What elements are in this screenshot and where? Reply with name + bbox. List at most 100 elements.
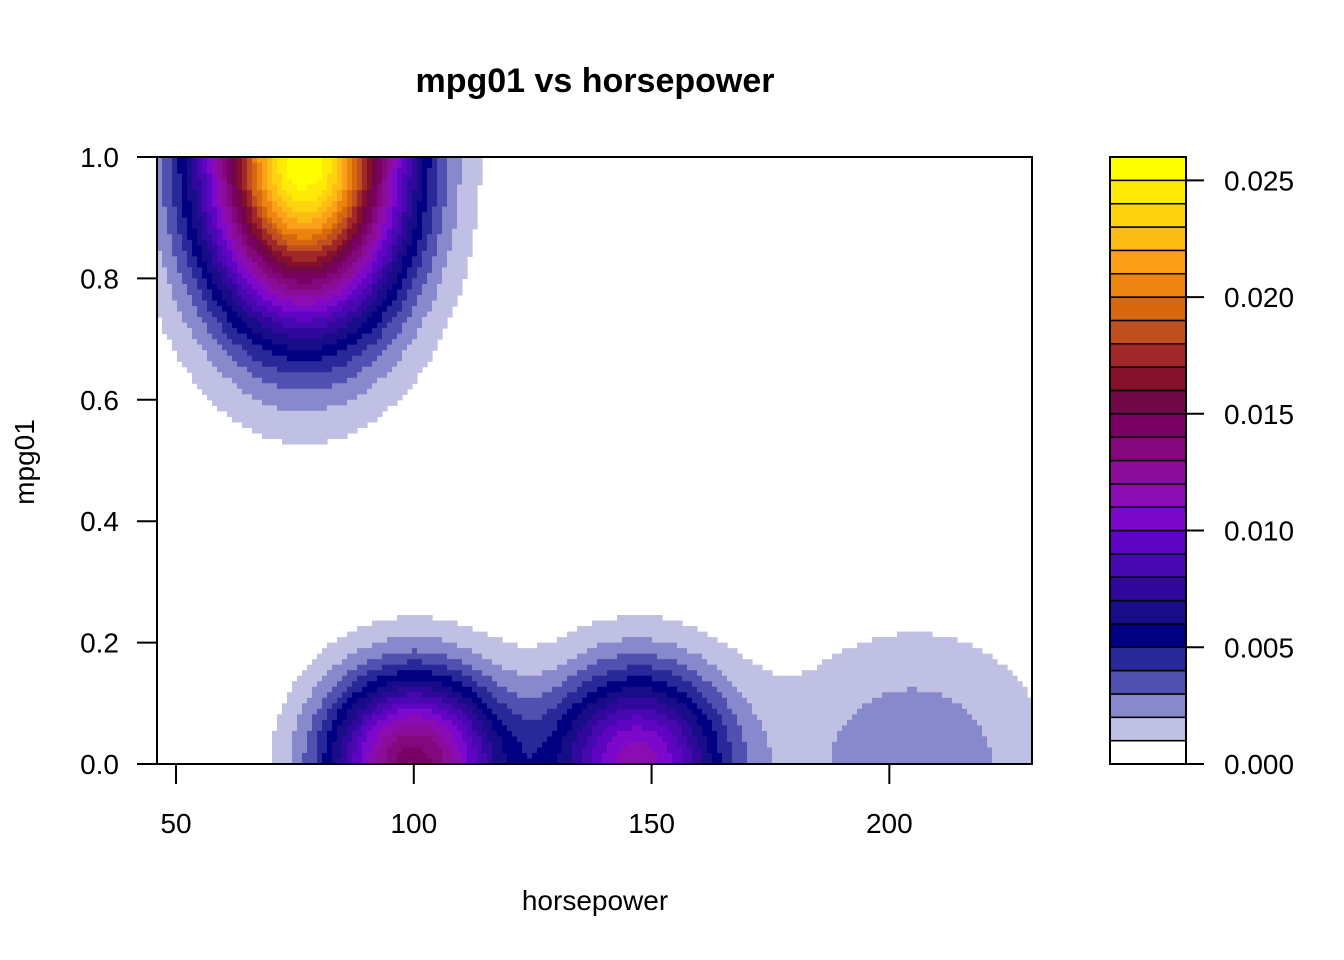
contour-cell: [242, 217, 248, 224]
contour-cell: [212, 256, 218, 263]
contour-cell: [662, 736, 678, 743]
contour-cell: [642, 714, 668, 721]
contour-cell: [187, 223, 193, 230]
contour-cell: [432, 267, 443, 274]
contour-cell: [227, 157, 233, 164]
contour-cell: [397, 278, 403, 285]
colorbar-tick-label: 0.015: [1224, 399, 1294, 430]
contour-cell: [842, 648, 983, 655]
contour-cell: [347, 631, 488, 638]
contour-cell: [657, 719, 678, 726]
contour-cell: [392, 206, 403, 213]
contour-cell: [362, 184, 368, 191]
contour-cell: [247, 322, 263, 329]
contour-cell: [652, 664, 688, 671]
contour-cell: [222, 289, 233, 296]
contour-cell: [422, 184, 428, 191]
contour-cell: [292, 681, 318, 688]
colorbar-swatch: [1109, 599, 1187, 625]
contour-cell: [242, 162, 248, 169]
contour-cell: [282, 272, 328, 279]
contour-cell: [272, 245, 288, 252]
contour-cell: [422, 747, 443, 754]
contour-cell: [422, 692, 448, 699]
contour-cell: [487, 730, 498, 738]
contour-cell: [452, 719, 463, 726]
contour-cell: [217, 250, 223, 257]
contour-cell: [347, 653, 383, 660]
contour-cell: [247, 173, 253, 180]
contour-cell: [447, 664, 473, 671]
contour-cell: [617, 719, 658, 726]
colorbar-swatch: [1109, 366, 1187, 392]
contour-cell: [157, 184, 163, 191]
contour-cell: [497, 730, 513, 738]
contour-cell: [442, 714, 458, 721]
contour-cell: [177, 162, 188, 169]
contour-cell: [337, 758, 348, 765]
contour-cell: [202, 344, 223, 351]
contour-cell: [287, 157, 323, 164]
colorbar-swatch: [1109, 483, 1187, 508]
contour-cell: [362, 366, 393, 373]
contour-cell: [582, 725, 593, 732]
contour-cell: [322, 283, 338, 291]
contour-cell: [357, 168, 363, 175]
contour-cell: [247, 195, 253, 202]
contour-cell: [687, 741, 698, 749]
contour-cell: [322, 223, 333, 230]
contour-cell: [392, 250, 398, 257]
contour-cell: [342, 217, 348, 224]
contour-cell: [222, 228, 228, 235]
contour-cell: [567, 730, 578, 738]
colorbar-swatch: [1109, 389, 1187, 415]
contour-cell: [252, 394, 358, 401]
contour-cell: [257, 289, 268, 296]
contour-cell: [377, 184, 383, 191]
contour-cell: [357, 245, 363, 252]
contour-cell: [202, 256, 213, 263]
contour-cell: [202, 179, 208, 186]
contour-cell: [267, 212, 278, 219]
contour-cell: [337, 267, 348, 274]
contour-cell: [157, 212, 168, 219]
contour-cell: [352, 245, 358, 252]
contour-cell: [477, 758, 488, 765]
contour-cell: [702, 730, 718, 738]
contour-cell: [432, 217, 443, 224]
contour-cell: [232, 234, 243, 241]
contour-cell: [382, 741, 393, 749]
contour-cell: [337, 195, 343, 202]
contour-cell: [262, 333, 288, 340]
contour-cell: [562, 714, 578, 721]
contour-cell: [507, 758, 558, 765]
contour-cell: [172, 294, 193, 302]
contour-cell: [167, 272, 183, 279]
contour-cell: [342, 305, 358, 313]
contour-cell: [387, 212, 393, 219]
contour-cell: [232, 267, 238, 274]
contour-cell: [697, 670, 723, 677]
contour-cell: [277, 201, 288, 208]
contour-cell: [332, 212, 338, 219]
contour-cell: [232, 201, 238, 208]
contour-cell: [617, 758, 658, 765]
contour-cell: [347, 311, 363, 318]
contour-cell: [162, 157, 173, 164]
contour-cell: [727, 725, 743, 732]
contour-cell: [347, 322, 363, 329]
contour-cell: [447, 653, 483, 660]
contour-cell: [677, 719, 688, 726]
contour-cell: [182, 190, 188, 197]
contour-cell: [292, 758, 303, 765]
contour-cell: [367, 719, 378, 726]
contour-cell: [262, 206, 268, 213]
contour-cell: [412, 311, 428, 318]
contour-cell: [467, 714, 478, 721]
contour-cell: [187, 217, 193, 224]
contour-cell: [222, 250, 233, 257]
contour-cell: [717, 664, 763, 671]
contour-cell: [267, 168, 273, 175]
contour-cell: [432, 708, 448, 715]
contour-cell: [747, 752, 773, 760]
